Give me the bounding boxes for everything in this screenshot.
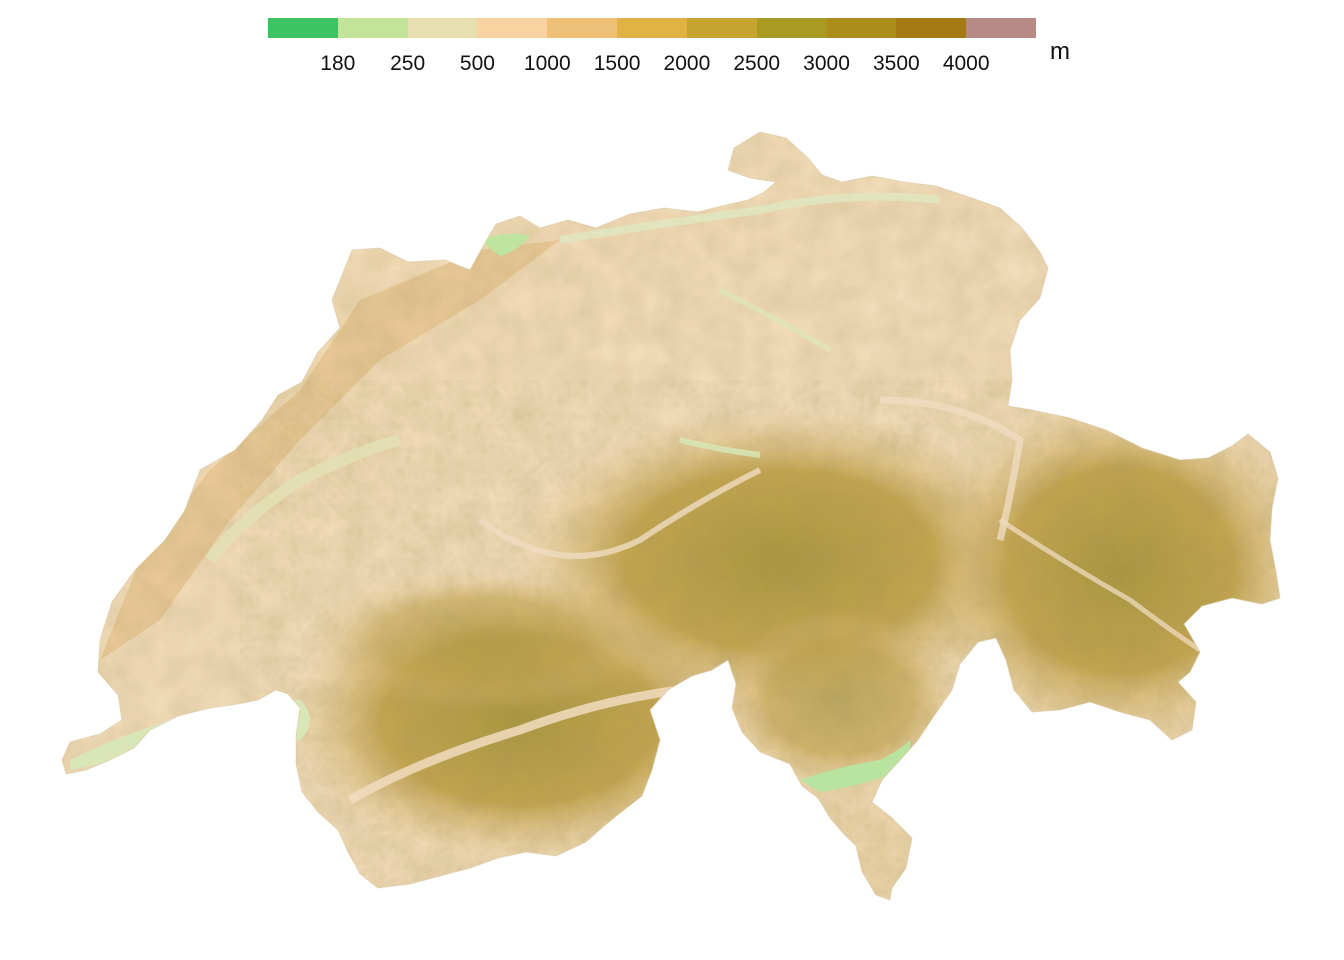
seeland-lakes [205, 434, 402, 564]
legend-tick-label: 3500 [873, 52, 920, 75]
legend-tick-label: 2500 [733, 52, 781, 75]
lake-zurich [718, 287, 832, 353]
engadin-valley [998, 517, 1202, 653]
legend-tick-label: 3000 [803, 52, 850, 75]
legend-tick-label: 180 [320, 52, 356, 75]
basel-lowland [480, 233, 530, 256]
legend-tick-label: 250 [390, 52, 426, 75]
aare-valley [478, 467, 762, 559]
legend-tick-label: 1000 [523, 52, 571, 75]
legend-swatch [477, 18, 548, 38]
legend-swatch [407, 18, 478, 38]
legend-unit-label: m [1050, 38, 1070, 65]
hochrhein [559, 192, 941, 244]
legend-swatch [756, 18, 827, 38]
lake-maggiore [800, 740, 911, 792]
legend-tick-labels: 180 250 500 1000 1500 2000 2500 3000 3500 4000 [268, 52, 1036, 76]
legend-tick-label: 1500 [593, 52, 641, 75]
legend-swatch [268, 18, 338, 38]
elevation-legend: 180 250 500 1000 1500 2000 2500 3000 3500 4000 [268, 18, 1036, 78]
legend-color-bar [268, 18, 1036, 38]
legend-swatch [966, 18, 1036, 38]
legend-swatch [686, 18, 757, 38]
lake-lucerne [679, 437, 761, 458]
rhone-valley [347, 685, 681, 804]
rhine-valley [879, 396, 1024, 541]
legend-swatch [896, 18, 967, 38]
legend-tick-label: 500 [459, 52, 495, 75]
legend-tick-label: 2000 [663, 52, 711, 75]
legend-tick-label: 4000 [942, 52, 990, 75]
legend-swatch [617, 18, 687, 38]
legend-swatch [547, 18, 618, 38]
legend-swatch [337, 18, 408, 38]
legend-swatch [826, 18, 897, 38]
